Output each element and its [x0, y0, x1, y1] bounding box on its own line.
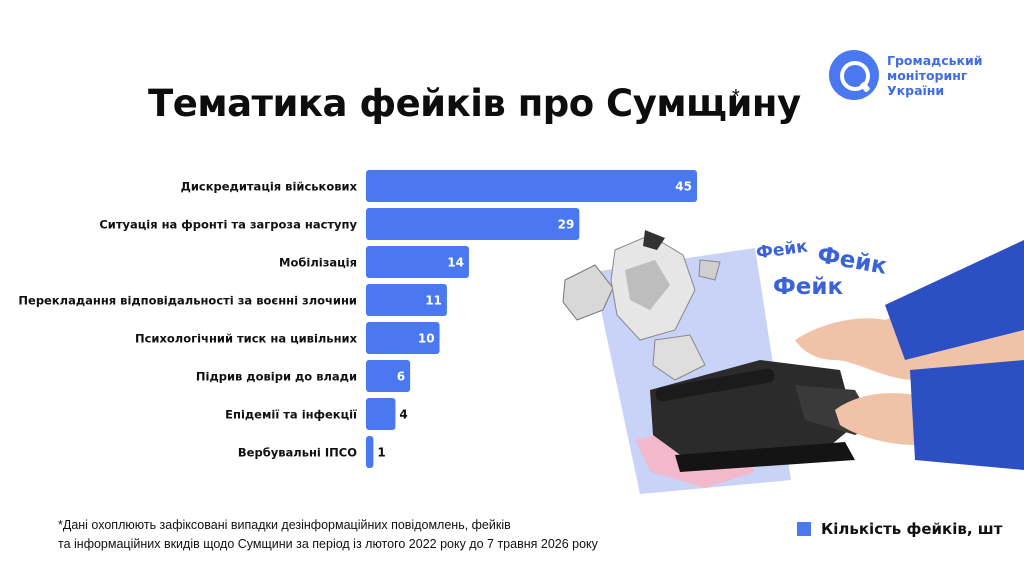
fake-word-3: Фейк — [773, 274, 844, 300]
bar — [366, 398, 396, 430]
logo-line-2: моніторинг — [887, 68, 968, 83]
category-label: Ситуація на фронті та загроза наступу — [99, 218, 357, 232]
bar-value-label: 29 — [558, 218, 575, 232]
bar — [366, 322, 440, 354]
logo: Громадський моніторинг України — [829, 50, 999, 102]
footnote: *Дані охоплюють зафіксовані випадки дезі… — [58, 516, 598, 554]
bar — [366, 284, 447, 316]
category-label: Перекладання відповідальності за воєнні … — [18, 294, 357, 308]
bar — [366, 436, 374, 468]
category-label: Психологічний тиск на цивільних — [135, 332, 358, 346]
bar-value-label: 10 — [418, 332, 435, 346]
category-label: Вербувальні ІПСО — [238, 446, 357, 460]
legend-swatch — [797, 522, 811, 536]
logo-line-3: України — [887, 83, 945, 98]
bar — [366, 170, 697, 202]
chart-title-wrap: Тематика фейків про Сумщину — [148, 82, 801, 125]
category-label: Мобілізація — [279, 256, 357, 270]
category-label: Дискредитація військових — [181, 180, 358, 194]
bar — [366, 360, 411, 392]
category-label: Підрив довіри до влади — [196, 370, 357, 384]
bar — [366, 246, 469, 278]
bar-value-label: 4 — [399, 408, 407, 422]
chart-title: Тематика фейків про Сумщину — [148, 82, 801, 125]
footnote-line-1: *Дані охоплюють зафіксовані випадки дезі… — [58, 518, 511, 532]
logo-magnifier-icon — [829, 50, 879, 100]
bar — [366, 208, 580, 240]
bar-value-label: 14 — [447, 256, 464, 270]
bar-value-label: 6 — [397, 370, 405, 384]
bar-value-label: 45 — [675, 180, 692, 194]
legend: Кількість фейків, шт — [797, 520, 1002, 538]
bar-value-label: 11 — [425, 294, 442, 308]
logo-text: Громадський моніторинг України — [887, 53, 983, 98]
typewriter-collage-image: Фейк Фейк Фейк — [555, 210, 1024, 500]
logo-line-1: Громадський — [887, 53, 983, 68]
category-label: Епідемії та інфекції — [225, 408, 357, 422]
bar-value-label: 1 — [377, 446, 385, 460]
footnote-line-2: та інформаційних вкидів щодо Сумщини за … — [58, 537, 598, 551]
bars-group: Дискредитація військових 45 Ситуація на фр… — [18, 170, 697, 468]
legend-label: Кількість фейків, шт — [821, 520, 1003, 538]
title-footnote-mark: * — [732, 86, 740, 108]
